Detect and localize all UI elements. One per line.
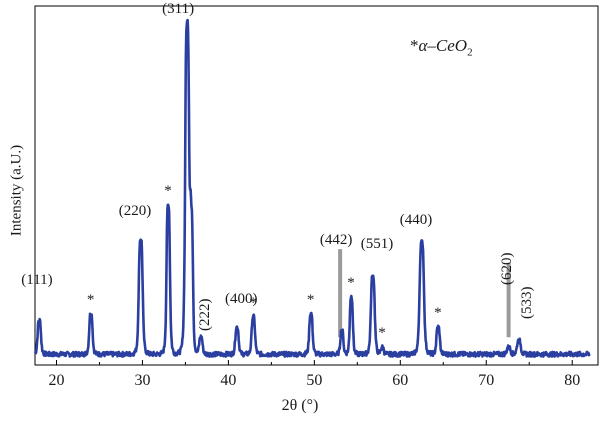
peak-label: (220)	[118, 202, 152, 219]
ceo2-peak-marker: *	[378, 325, 386, 342]
legend-subscript: 2	[467, 46, 473, 59]
peak-label: (551)	[360, 236, 394, 253]
x-tick-label: 60	[392, 372, 409, 389]
peak-label: (533)	[518, 286, 535, 319]
x-axis-label: 2θ (°)	[281, 397, 319, 414]
peak-label: (440)	[399, 212, 433, 229]
peak-label: (111)	[21, 272, 53, 289]
x-tick-label: 30	[134, 372, 151, 389]
y-axis-label: Intensity (a.U.)	[8, 144, 25, 237]
legend-text: α–CeO	[418, 36, 468, 55]
x-tick-label: 40	[220, 372, 237, 389]
ceo2-peak-marker: *	[434, 305, 442, 322]
peak-label: (222)	[196, 298, 213, 332]
x-tick-label: 80	[564, 372, 581, 389]
peak-label: (620)	[498, 252, 515, 286]
ceo2-peak-marker: *	[86, 291, 95, 308]
legend: *α–CeO2	[410, 36, 473, 58]
plot-frame	[34, 5, 599, 366]
x-tick-label: 70	[478, 372, 495, 389]
peak-label: (311)	[162, 1, 195, 18]
ceo2-peak-marker: *	[164, 183, 172, 200]
x-tick-label: 20	[48, 372, 65, 389]
ceo2-peak-marker: *	[347, 274, 355, 291]
legend-marker: *	[410, 36, 419, 55]
peak-label: (400)	[224, 291, 258, 308]
ceo2-peak-marker: *	[306, 291, 315, 308]
xrd-spectrum-line	[33, 18, 591, 358]
ceo2-peak-marker: *	[249, 294, 257, 311]
peak-label: (442)	[319, 232, 353, 249]
x-tick-label: 50	[306, 372, 323, 389]
